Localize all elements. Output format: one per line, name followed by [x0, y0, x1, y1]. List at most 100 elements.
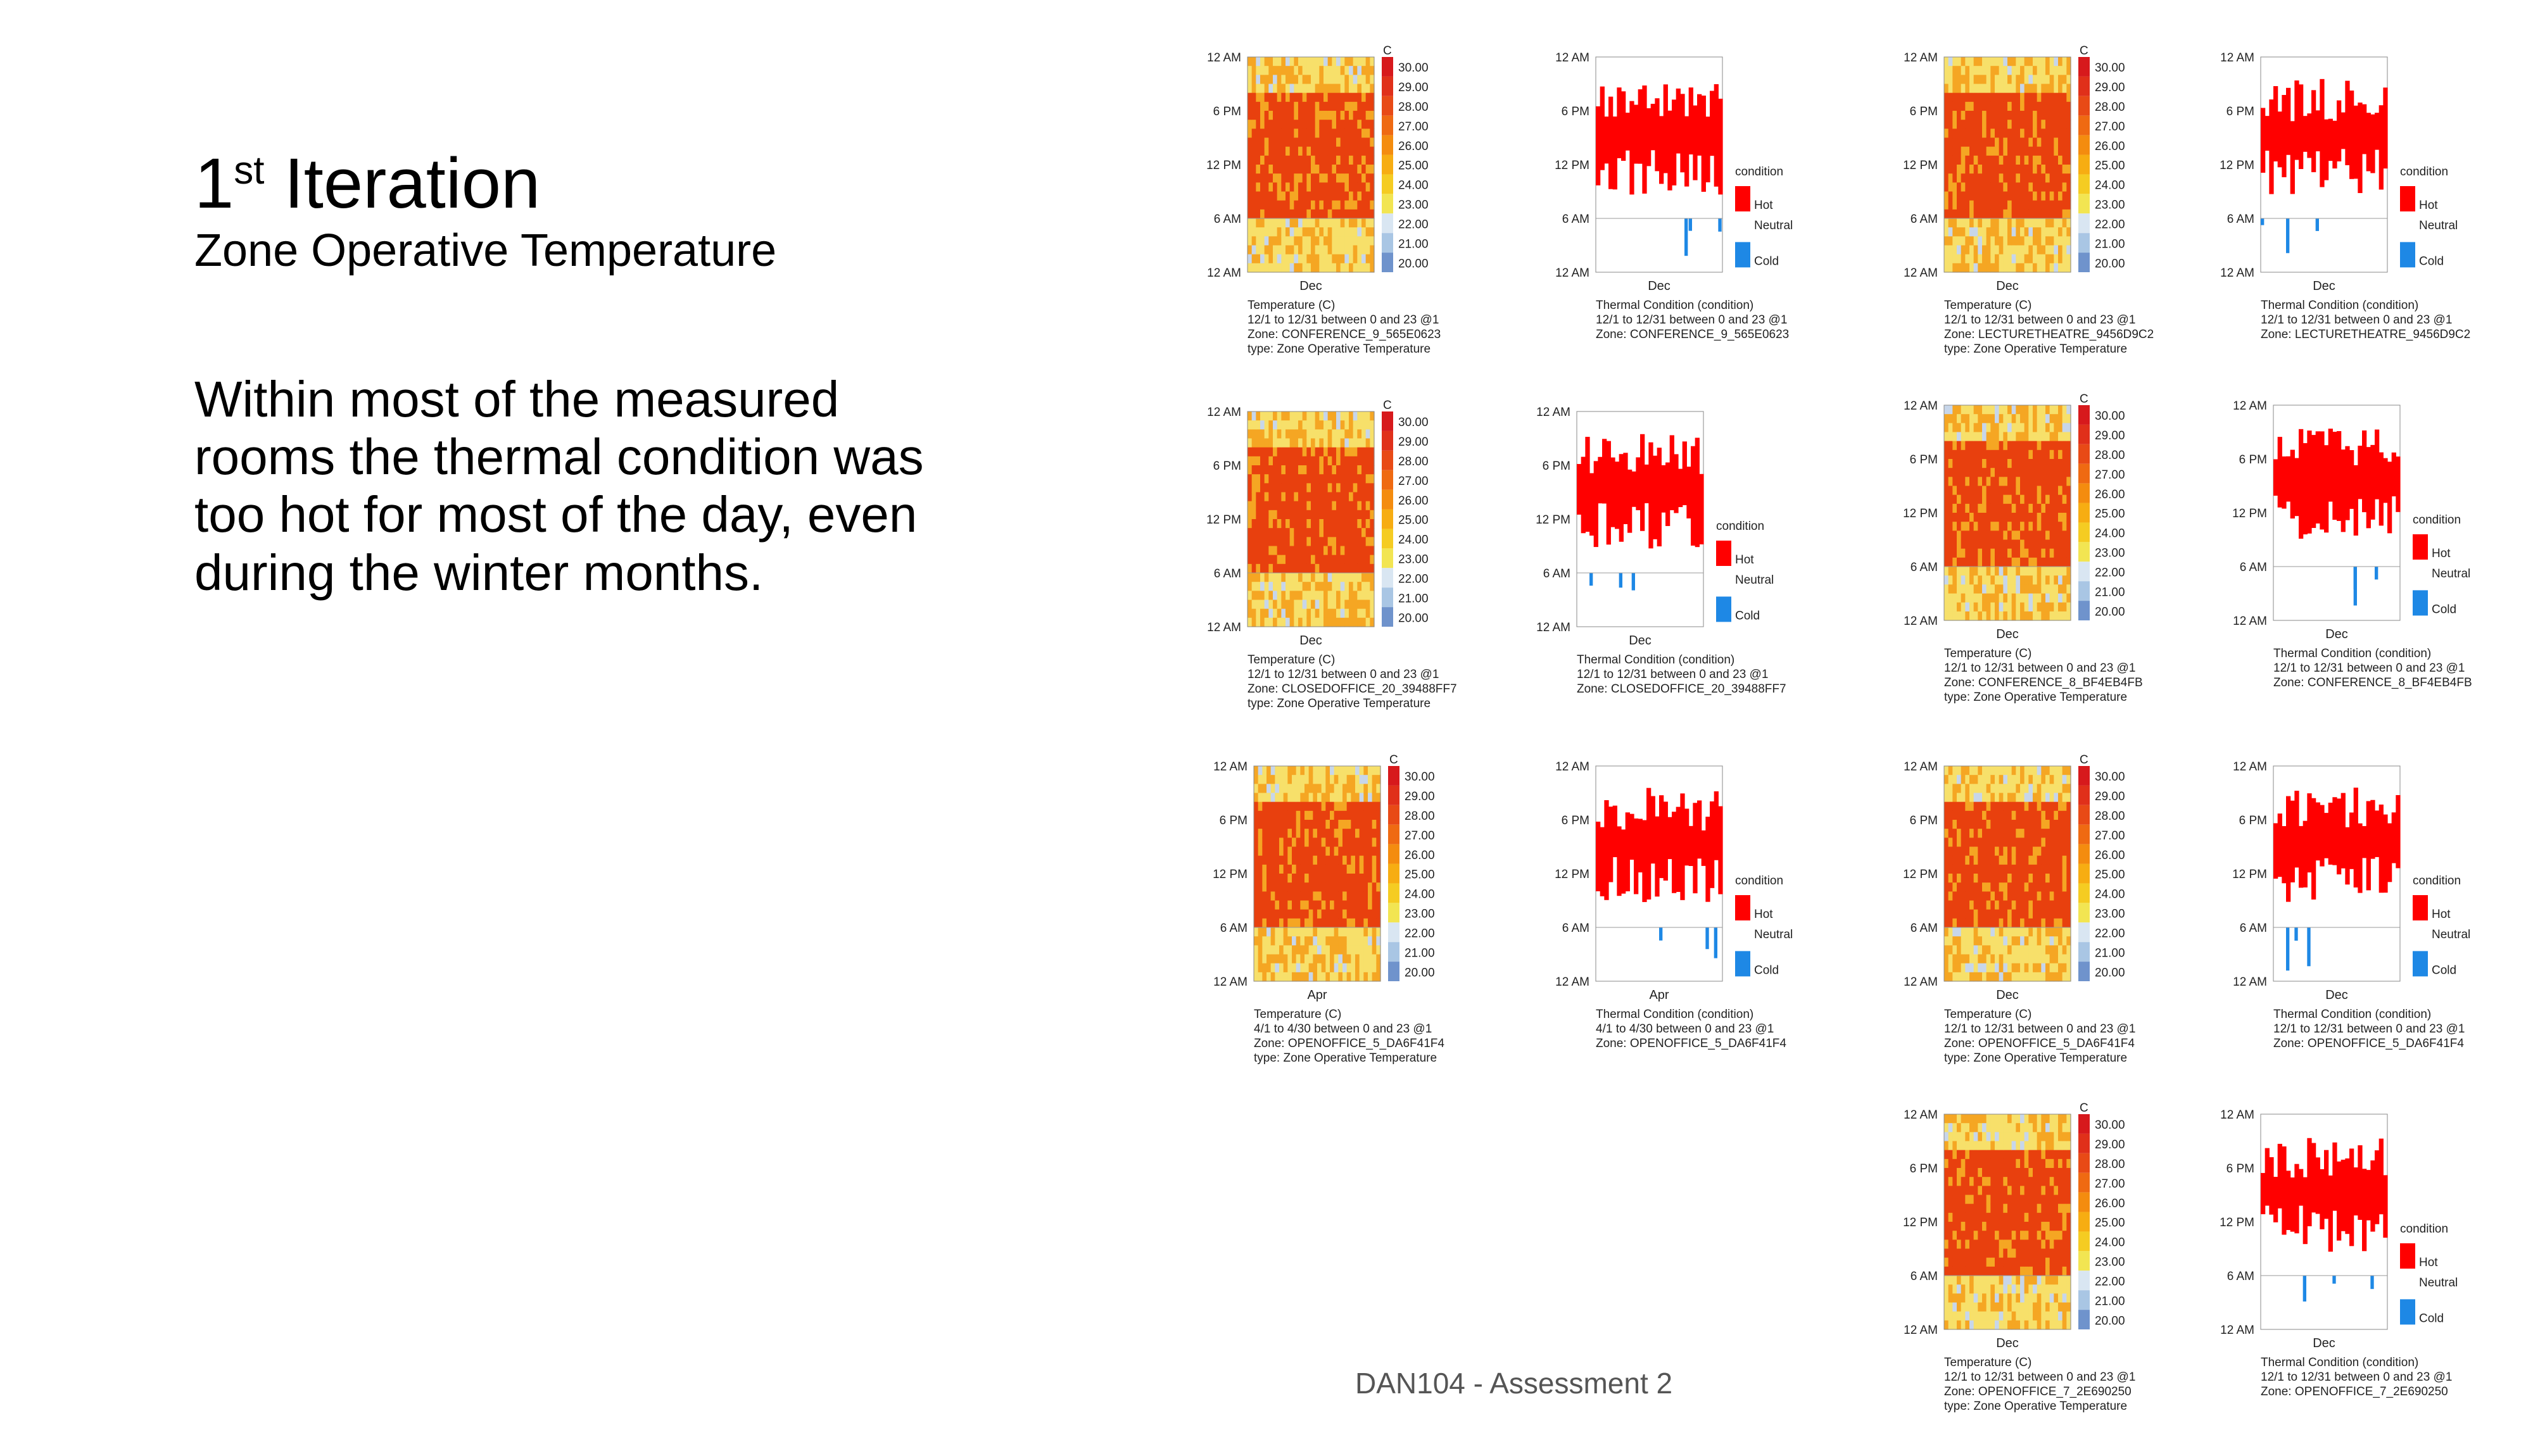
heatmap-cell — [2016, 847, 2020, 857]
heatmap-cell — [1949, 891, 1953, 901]
heatmap-cell — [1273, 456, 1277, 466]
heatmap-cell — [2058, 972, 2062, 982]
heatmap-cell — [1357, 246, 1361, 255]
heatmap-cell — [1974, 847, 1978, 857]
heatmap-cell — [1332, 138, 1336, 147]
heatmap-cell — [1298, 439, 1303, 448]
heatmap-cell — [1252, 439, 1256, 448]
heatmap-cell — [1965, 192, 1969, 201]
hot-bar — [2354, 465, 2358, 536]
heatmap-cell — [2020, 522, 2025, 531]
heatmap-cell — [1366, 411, 1370, 421]
heatmap-cell — [1999, 441, 2004, 451]
heatmap-cell — [1268, 263, 1273, 273]
heatmap-cell — [1349, 465, 1353, 475]
heatmap-cell — [1344, 519, 1349, 529]
heatmap-cell — [1982, 594, 1987, 603]
heatmap-cell — [2012, 147, 2016, 156]
hot-bar — [2362, 104, 2366, 154]
heatmap-cell — [1336, 182, 1341, 192]
heatmap-cell — [1982, 84, 1987, 94]
heatmap-cell — [1949, 1132, 1953, 1141]
heatmap-cell — [2041, 575, 2045, 585]
legend-value: 28.00 — [2095, 449, 2125, 462]
heatmap-cell — [1319, 411, 1323, 421]
hot-bar — [1702, 96, 1706, 192]
heatmap-cell — [1294, 618, 1298, 627]
heatmap-cell — [1319, 483, 1323, 493]
heatmap-cell — [1285, 448, 1290, 457]
heatmap-cell — [1306, 165, 1311, 174]
heatmap-cell — [1313, 972, 1317, 982]
heatmap-cell — [1341, 93, 1345, 103]
heatmap-cell — [1990, 891, 1995, 901]
heatmap-cell — [1336, 618, 1341, 627]
heatmap-cell — [1952, 584, 1957, 594]
heatmap-cell — [1969, 182, 1974, 192]
heatmap-cell — [1949, 567, 1953, 576]
heatmap-cell — [1969, 784, 1974, 793]
heatmap-cell — [1961, 1168, 1966, 1177]
heatmap-cell — [1294, 600, 1298, 610]
condition-legend-title: condition — [1735, 165, 1783, 179]
heatmap-cell — [1978, 936, 1982, 946]
heatmap-cell — [1366, 111, 1370, 120]
heatmap-cell — [1372, 802, 1377, 812]
heatmap-cell — [1357, 501, 1361, 511]
heatmap-cell — [1944, 405, 1949, 415]
heatmap-cell — [2033, 882, 2037, 892]
heatmap-cell — [1294, 120, 1298, 129]
heatmap-cell — [2003, 432, 2007, 442]
heatmap-cell — [1965, 138, 1969, 147]
legend-value: 21.00 — [2095, 586, 2125, 599]
heatmap-cell — [1319, 84, 1323, 94]
hot-bar — [2341, 113, 2346, 149]
hot-bar — [2311, 90, 2316, 172]
hot-bar — [1661, 465, 1665, 513]
heatmap-cell — [1368, 936, 1372, 946]
heatmap-cell — [1306, 555, 1311, 565]
heatmap-cell — [1965, 802, 1969, 812]
heatmap-cell — [1965, 1132, 1969, 1141]
heatmap-cell — [1351, 901, 1355, 910]
heatmap-cell — [1965, 766, 1969, 775]
heatmap-cell — [2007, 192, 2012, 201]
heatmap-cell — [1334, 766, 1339, 775]
heatmap-cell — [1285, 201, 1290, 210]
heatmap-cell — [1342, 891, 1347, 901]
heatmap-cell — [1341, 448, 1345, 457]
heatmap-cell — [2025, 129, 2029, 138]
heatmap-cell — [2007, 584, 2012, 594]
heatmap-cell — [2037, 129, 2042, 138]
heatmap-cell — [1303, 537, 1307, 546]
heatmap-cell — [1298, 218, 1303, 228]
heatmap-cell — [1319, 439, 1323, 448]
heatmap-cell — [1317, 972, 1322, 982]
cold-bar — [2307, 927, 2310, 966]
heatmap-cell — [1987, 793, 1991, 803]
heatmap-cell — [1990, 495, 1995, 505]
heatmap-cell — [1319, 129, 1323, 138]
heatmap-cell — [1323, 129, 1328, 138]
heatmap-cell — [1256, 411, 1260, 421]
heatmap-cell — [1952, 936, 1957, 946]
heatmap-cell — [1965, 882, 1969, 892]
heatmap-cell — [1961, 901, 1966, 910]
heatmap-cell — [1336, 483, 1341, 493]
heatmap-cell — [2050, 432, 2054, 442]
heatmap-cell — [1974, 93, 1978, 103]
heatmap-cell — [2020, 766, 2025, 775]
heatmap-cell — [2033, 495, 2037, 505]
heatmap-cell — [2025, 111, 2029, 120]
heatmap-cell — [1361, 138, 1366, 147]
heatmap-cell — [1957, 612, 1961, 621]
heatmap-cell — [1292, 945, 1296, 955]
heatmap-cell — [1995, 102, 1999, 111]
heatmap-cell — [1952, 1267, 1957, 1276]
heatmap-cell — [1995, 66, 1999, 75]
hour-tick-label: 12 PM — [1206, 513, 1241, 527]
heatmap-cell — [1944, 829, 1949, 838]
heatmap-cell — [1361, 448, 1366, 457]
